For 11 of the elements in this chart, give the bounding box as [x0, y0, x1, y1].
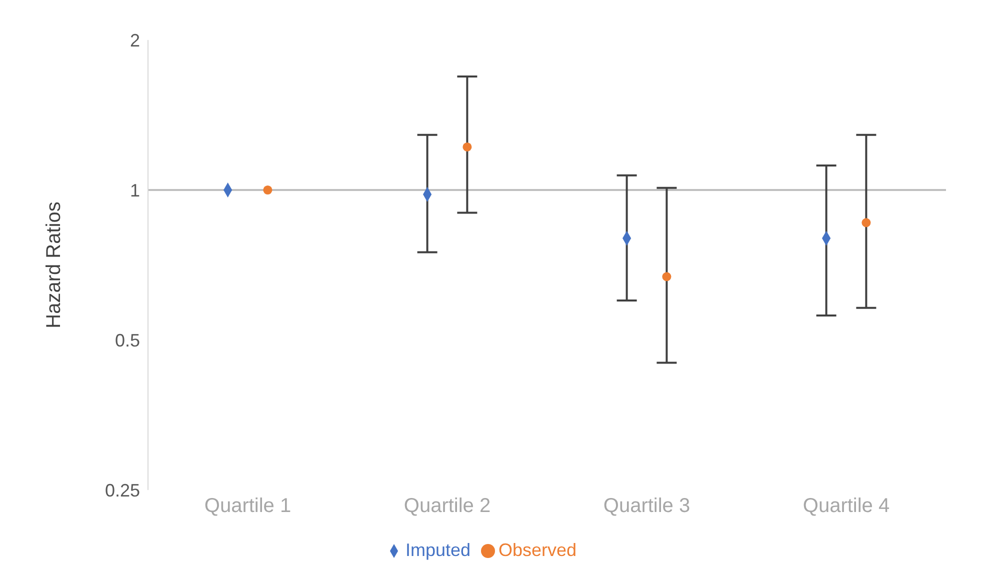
y-tick-label: 0.25	[104, 480, 140, 500]
y-tick-label: 0.5	[114, 330, 140, 350]
x-tick-label: Quartile 3	[603, 495, 690, 518]
y-tick-label: 2	[130, 30, 140, 50]
legend-label: Imputed	[405, 540, 470, 560]
x-tick-label: Quartile 4	[802, 495, 890, 518]
y-tick-label: 1	[130, 180, 140, 200]
y-axis-title: Hazard Ratios	[43, 202, 66, 328]
legend-label: Observed	[498, 540, 577, 560]
x-tick-label: Quartile 1	[204, 495, 292, 518]
x-tick-label: Quartile 2	[404, 495, 491, 518]
